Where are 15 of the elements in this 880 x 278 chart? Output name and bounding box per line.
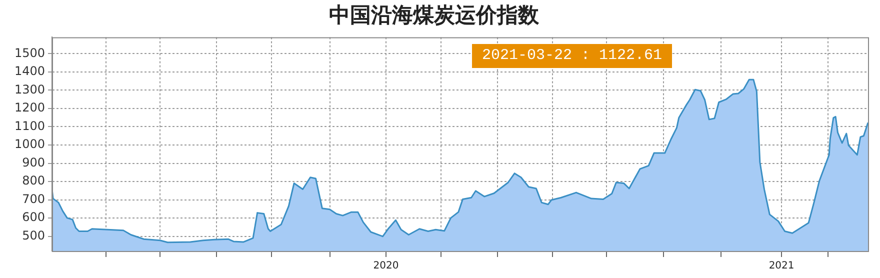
y-tick-label: 1400	[14, 64, 45, 78]
y-tick-label: 1000	[14, 137, 45, 152]
y-tick-label: 1200	[14, 100, 45, 115]
x-tick-label: 2020	[373, 260, 399, 272]
y-tick-label: 1300	[14, 82, 45, 96]
chart-title: 中国沿海煤炭运价指数	[329, 2, 540, 28]
y-tick-label: 900	[22, 155, 45, 170]
y-tick-label: 700	[22, 192, 45, 206]
annotation: 2021-03-22 : 1122.61	[472, 44, 672, 68]
y-tick-label: 1500	[14, 46, 45, 60]
y-tick-label: 1100	[14, 118, 45, 133]
y-tick-label: 600	[22, 210, 45, 224]
y-tick-label: 800	[22, 174, 45, 188]
y-tick-label: 500	[22, 228, 45, 243]
x-tick-label: 2021	[768, 260, 794, 272]
